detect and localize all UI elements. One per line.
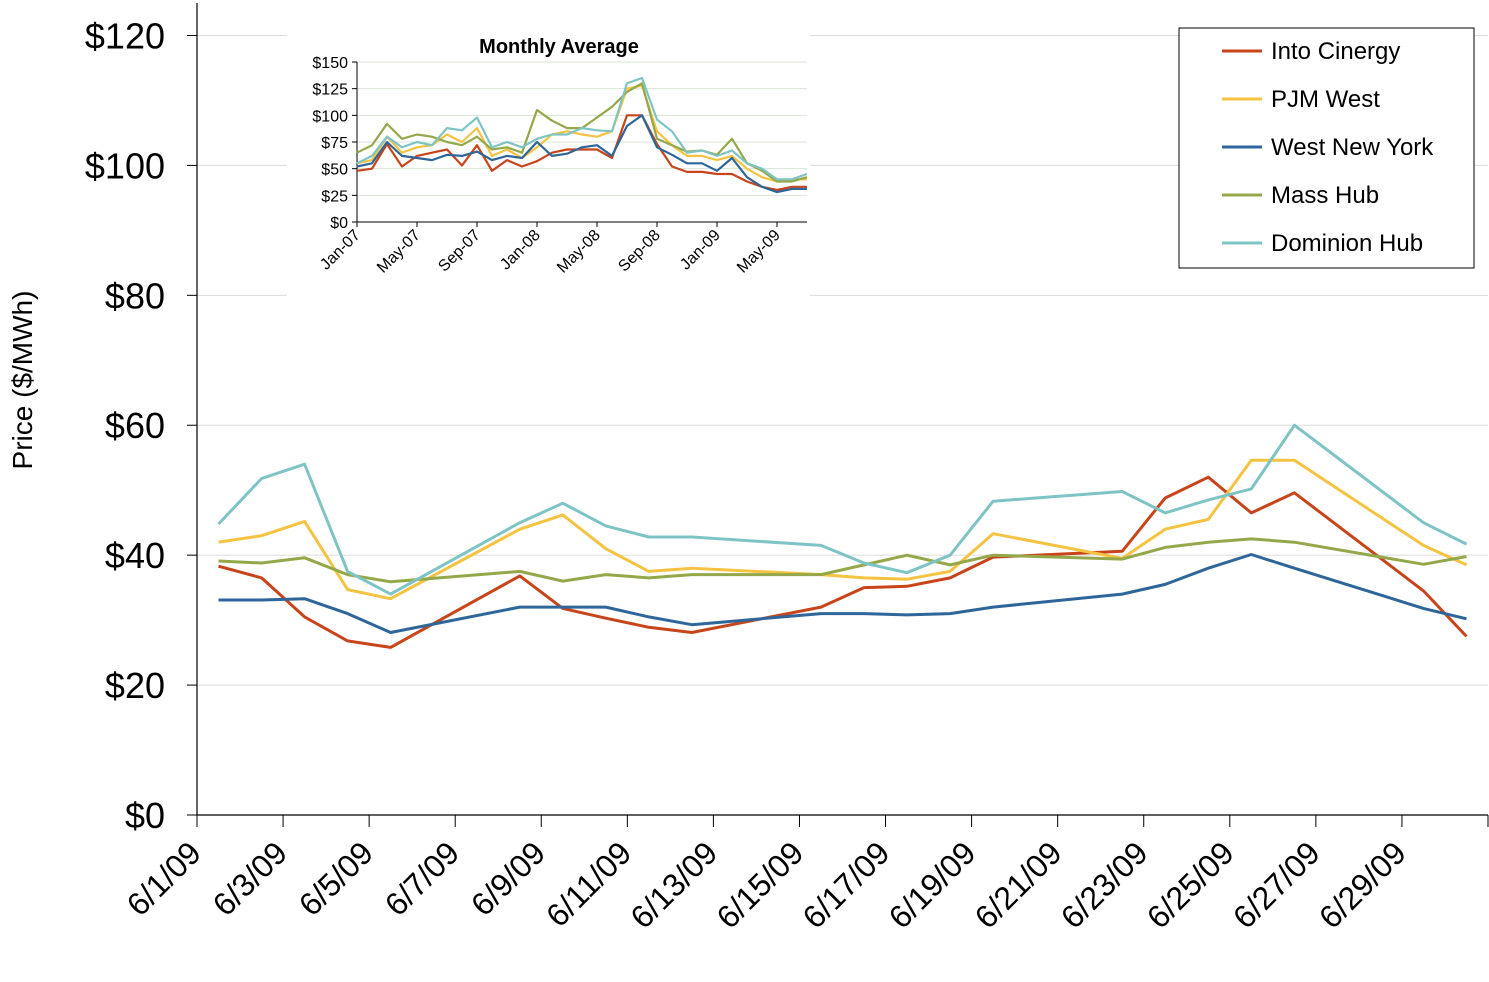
inset-y-tick-label: $75 xyxy=(321,135,348,152)
y-tick-label: $80 xyxy=(105,275,165,316)
x-tick-label: 6/1/09 xyxy=(120,834,208,922)
y-tick-label: $60 xyxy=(105,405,165,446)
inset-y-tick-label: $100 xyxy=(312,108,348,125)
series-line xyxy=(356,114,807,194)
series-line xyxy=(218,553,1467,634)
legend-label: Into Cinergy xyxy=(1271,38,1400,65)
x-tick-label: 6/27/09 xyxy=(1226,834,1327,935)
x-tick-label: 6/29/09 xyxy=(1312,834,1413,935)
y-axis-title: Price ($/MWh) xyxy=(7,291,38,470)
x-tick-label: 6/7/09 xyxy=(378,834,466,922)
series-line xyxy=(218,458,1468,601)
inset-y-tick-label: $25 xyxy=(321,188,348,205)
y-tick-label: $40 xyxy=(105,535,165,576)
inset-title: Monthly Average xyxy=(479,36,639,58)
x-tick-label: 6/21/09 xyxy=(968,834,1069,935)
x-tick-label: 6/11/09 xyxy=(539,834,638,933)
y-tick-label: $0 xyxy=(125,795,165,836)
y-tick-label: $120 xyxy=(85,15,165,56)
series-line xyxy=(356,76,808,181)
legend-label: Mass Hub xyxy=(1271,182,1379,209)
x-tick-label: 6/15/09 xyxy=(709,834,810,935)
series-line xyxy=(217,423,1468,596)
x-tick-label: 6/17/09 xyxy=(796,834,897,935)
legend-label: Dominion Hub xyxy=(1271,230,1423,257)
inset-y-tick-label: $150 xyxy=(312,55,348,72)
inset-y-tick-label: $125 xyxy=(312,82,348,99)
legend-label: West New York xyxy=(1271,134,1434,161)
x-tick-label: 6/23/09 xyxy=(1054,834,1155,935)
series-line xyxy=(356,114,807,192)
x-tick-label: 6/13/09 xyxy=(623,834,724,935)
inset-y-tick-label: $50 xyxy=(321,162,348,179)
inset-y-tick-label: $0 xyxy=(330,215,348,232)
x-tick-label: 6/25/09 xyxy=(1140,834,1241,935)
series-line xyxy=(218,537,1467,584)
x-tick-label: 6/5/09 xyxy=(292,834,380,922)
y-tick-label: $100 xyxy=(85,145,165,186)
y-tick-label: $20 xyxy=(105,665,165,706)
legend-label: PJM West xyxy=(1271,86,1380,113)
x-tick-label: 6/19/09 xyxy=(882,834,983,935)
x-tick-label: 6/3/09 xyxy=(206,834,294,922)
